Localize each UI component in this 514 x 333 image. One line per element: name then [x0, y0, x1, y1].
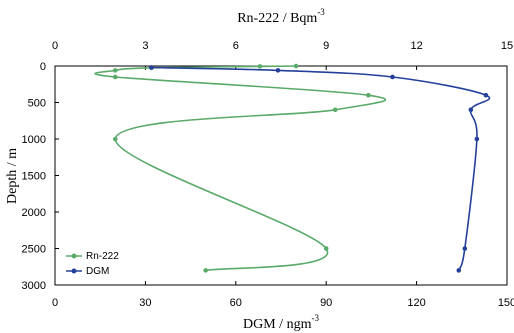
plot-area-frame [54, 65, 508, 286]
series-dgm-point [275, 68, 281, 73]
top-axis-ticks: 0 3 6 9 12 15 [52, 40, 513, 70]
series-rn222-point [332, 107, 338, 113]
series-rn222-point [323, 246, 329, 251]
left-tick-label: 1500 [22, 171, 46, 183]
series-rn222-point [112, 136, 118, 142]
series-rn222-point [293, 63, 299, 69]
series-rn222-point [366, 92, 371, 98]
series-dgm-point [149, 65, 154, 70]
top-axis-title: Rn-222 / Bqm-3 [237, 7, 325, 26]
top-tick-label: 15 [501, 40, 513, 52]
left-tick-label: 2000 [22, 207, 46, 219]
legend-rn222-label: Rn-222 [86, 251, 119, 262]
series-dgm-point [468, 107, 474, 113]
left-tick-label: 500 [28, 98, 46, 110]
series-dgm [149, 65, 491, 273]
series-dgm-point [390, 74, 395, 80]
bottom-tick-label: 60 [230, 297, 242, 309]
left-axis-ticks: 0 500 1000 1500 2000 2500 3000 [22, 61, 59, 292]
bottom-tick-label: 90 [320, 297, 332, 309]
left-tick-label: 0 [40, 61, 46, 73]
series-dgm-point [474, 136, 480, 142]
series-layer [94, 63, 491, 273]
top-tick-label: 6 [233, 40, 239, 52]
bottom-tick-label: 30 [139, 297, 151, 309]
series-rn222-point [112, 68, 118, 73]
series-dgm-point [483, 92, 489, 98]
bottom-axis-ticks: 0 30 60 90 120 150 [52, 281, 514, 309]
top-tick-label: 3 [142, 40, 148, 52]
legend-rn222-swatch-marker [71, 253, 77, 259]
bottom-tick-label: 120 [407, 297, 425, 309]
series-rn222-point [203, 268, 208, 273]
top-tick-label: 0 [52, 40, 58, 52]
series-dgm-line [151, 66, 491, 271]
legend-dgm-swatch-marker [71, 268, 77, 274]
series-rn222-point [112, 74, 118, 80]
series-rn222 [94, 63, 387, 273]
series-rn222-point [257, 64, 263, 69]
bottom-axis-title: DGM / ngm-3 [243, 313, 319, 332]
top-tick-label: 9 [323, 40, 329, 52]
left-tick-label: 1000 [22, 134, 46, 146]
left-tick-label: 2500 [22, 244, 46, 256]
bottom-tick-label: 0 [52, 297, 58, 309]
y-axis-title: Depth / m [5, 148, 20, 204]
series-dgm-point [456, 268, 462, 273]
legend: Rn-222 DGM [66, 251, 119, 277]
left-tick-label: 3000 [22, 280, 46, 292]
bottom-tick-label: 150 [498, 297, 514, 309]
series-dgm-point [462, 246, 468, 251]
legend-dgm-label: DGM [86, 266, 109, 277]
series-rn222-line [94, 65, 387, 272]
top-tick-label: 12 [410, 40, 422, 52]
